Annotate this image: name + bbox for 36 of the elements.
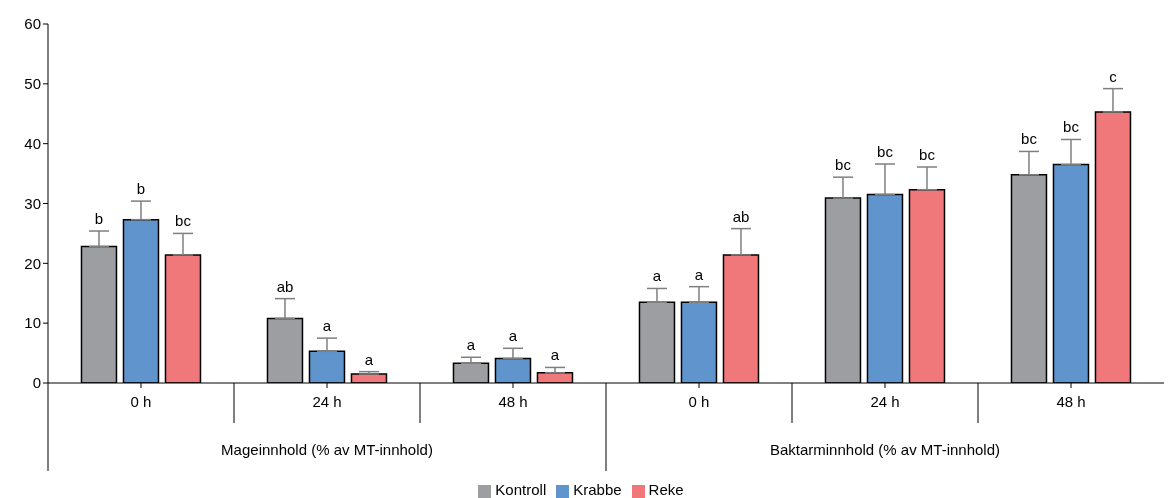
- data-label: a: [364, 350, 374, 368]
- x-tick-label: 0 h: [688, 393, 710, 410]
- x-tick-label: 48 h: [498, 393, 528, 410]
- legend-label: Kontroll: [495, 481, 547, 498]
- data-label: a: [322, 317, 332, 335]
- data-label: a: [652, 267, 662, 285]
- data-label: bc: [919, 146, 936, 163]
- y-tick-label: 30: [24, 194, 41, 212]
- y-tick-label: 40: [24, 134, 41, 152]
- data-label: b: [94, 210, 104, 228]
- y-tick-label: 10: [24, 314, 41, 332]
- data-label: bc: [877, 143, 894, 161]
- data-label: a: [550, 346, 560, 364]
- data-label: ab: [732, 207, 750, 225]
- x-tick-label: 24 h: [870, 393, 900, 410]
- y-tick-label: 60: [24, 15, 41, 33]
- data-label: a: [694, 265, 704, 283]
- data-label: c: [1109, 67, 1118, 85]
- data-label: b: [136, 180, 146, 198]
- data-label: bc: [175, 212, 192, 230]
- x-tick-label: 0 h: [130, 393, 152, 410]
- data-label: bc: [1021, 130, 1038, 148]
- text: Baktarminnhold (% av MT-innhold): [769, 441, 1001, 458]
- x-tick-label: 48 h: [1056, 393, 1086, 410]
- legend-label: Krabbe: [573, 481, 622, 498]
- text: Mageinnhold (% av MT-innhold): [221, 441, 433, 458]
- data-label: bc: [835, 156, 852, 174]
- y-tick-label: 50: [24, 75, 41, 93]
- data-label: bc: [1063, 118, 1080, 136]
- y-tick-label: 20: [24, 254, 41, 272]
- data-label: a: [466, 336, 476, 354]
- legend-label: Reke: [648, 481, 684, 498]
- x-tick-label: 24 h: [312, 393, 342, 410]
- data-label: a: [508, 327, 518, 345]
- y-tick-label: 0: [32, 374, 41, 392]
- data-label: ab: [276, 277, 294, 295]
